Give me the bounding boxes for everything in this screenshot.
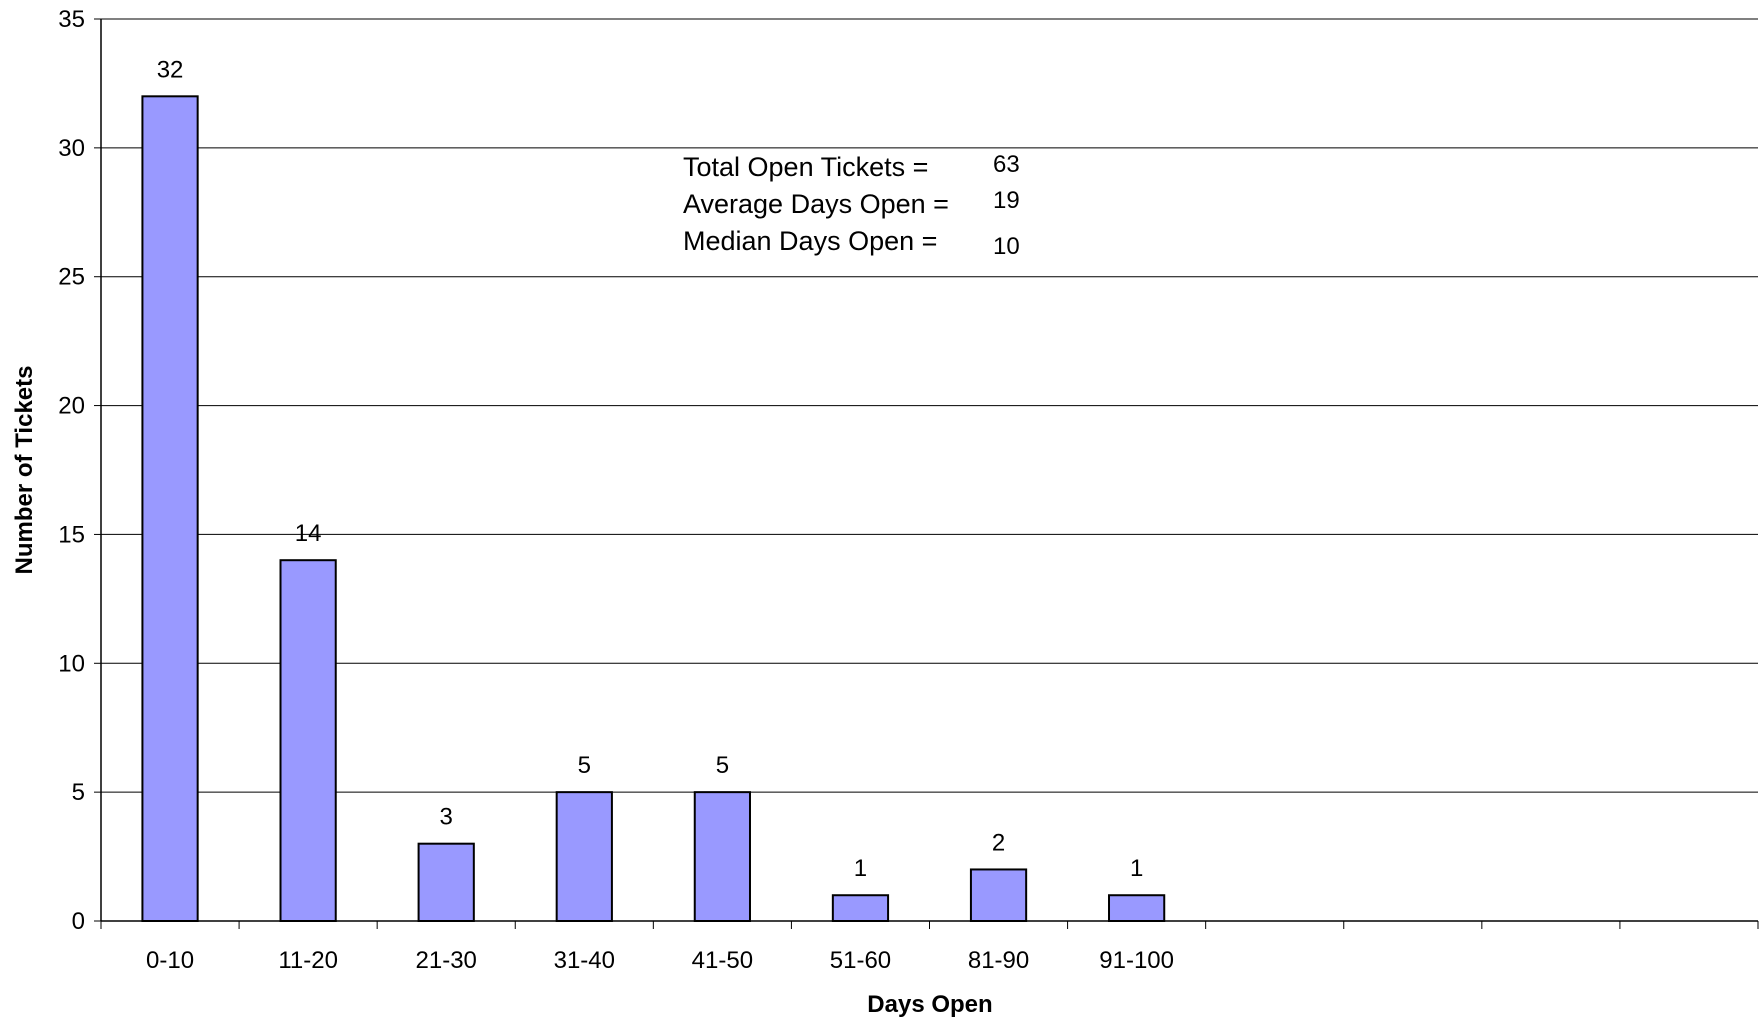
y-tick-label: 20 — [58, 393, 85, 420]
x-category-label: 21-30 — [416, 947, 477, 974]
x-category-label: 11-20 — [278, 947, 338, 974]
x-category-label: 51-60 — [830, 947, 891, 974]
x-axis-title: Days Open — [867, 991, 992, 1018]
y-axis-title: Number of Tickets — [11, 366, 38, 575]
x-category-label: 91-100 — [1099, 947, 1174, 974]
y-tick-label: 15 — [58, 521, 85, 548]
x-category-label: 81-90 — [968, 947, 1029, 974]
gridlines — [101, 18, 1758, 793]
axes — [94, 18, 1759, 929]
total-open-tickets-value: 63 — [993, 151, 1020, 178]
bar-value-label: 5 — [716, 752, 729, 779]
x-category-label: 31-40 — [554, 947, 615, 974]
bar — [693, 791, 751, 923]
bar — [969, 868, 1028, 923]
labels: 05101520253035320-101411-20321-30531-405… — [58, 6, 1174, 974]
y-tick-label: 0 — [72, 908, 85, 935]
bar — [1108, 894, 1166, 923]
bar-value-label: 1 — [1130, 855, 1143, 882]
bar — [555, 791, 613, 923]
x-category-label: 0-10 — [146, 947, 194, 974]
bar — [417, 842, 475, 923]
x-category-label: 41-50 — [692, 947, 753, 974]
summary-box: Total Open Tickets = 63 Average Days Ope… — [683, 151, 1020, 260]
bars — [141, 95, 1166, 923]
bar-value-label: 2 — [992, 829, 1005, 856]
average-days-open-value: 19 — [993, 187, 1020, 214]
median-days-open-value: 10 — [993, 233, 1020, 260]
bar-value-label: 3 — [440, 804, 453, 831]
bar — [831, 894, 890, 923]
median-days-open-label: Median Days Open = — [683, 226, 937, 256]
y-tick-label: 5 — [72, 779, 85, 806]
bar-value-label: 14 — [295, 520, 322, 547]
average-days-open-label: Average Days Open = — [683, 189, 949, 219]
bar — [141, 95, 199, 923]
total-open-tickets-label: Total Open Tickets = — [683, 152, 928, 182]
y-tick-label: 35 — [58, 6, 85, 33]
bar-value-label: 32 — [157, 56, 184, 83]
y-tick-label: 25 — [58, 264, 85, 291]
bar-value-label: 1 — [854, 855, 867, 882]
y-tick-label: 30 — [58, 135, 85, 162]
y-tick-label: 10 — [58, 650, 85, 677]
bar — [279, 559, 337, 922]
bar-value-label: 5 — [578, 752, 591, 779]
